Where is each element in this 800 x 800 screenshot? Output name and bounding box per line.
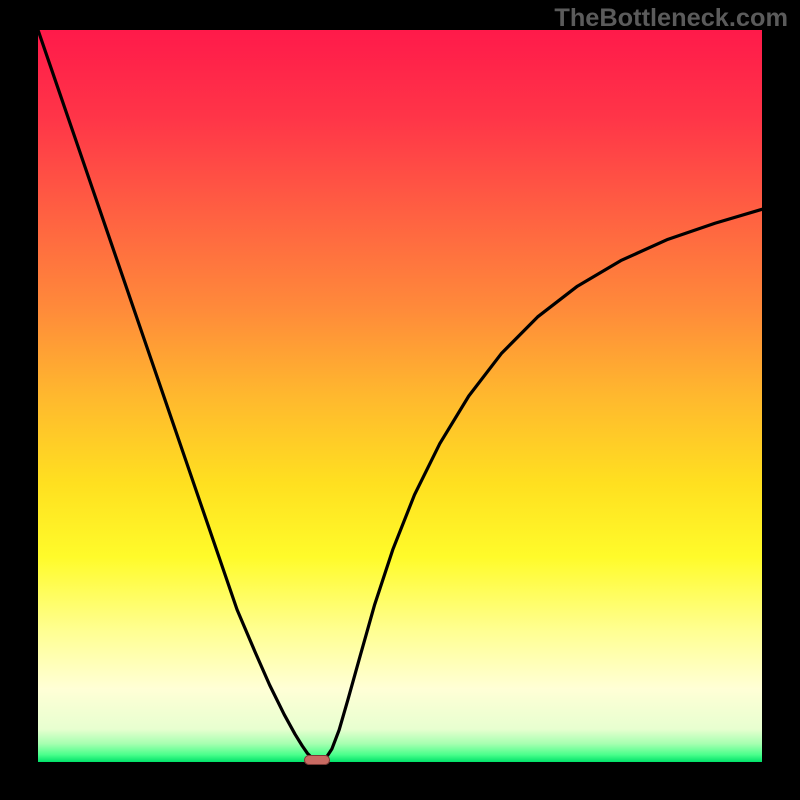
watermark-text: TheBottleneck.com: [554, 4, 788, 33]
plot-area: [38, 30, 762, 762]
chart-container: TheBottleneck.com: [0, 0, 800, 800]
minimum-marker: [304, 755, 330, 765]
bottleneck-curve: [38, 30, 762, 761]
curve-layer: [38, 30, 762, 762]
